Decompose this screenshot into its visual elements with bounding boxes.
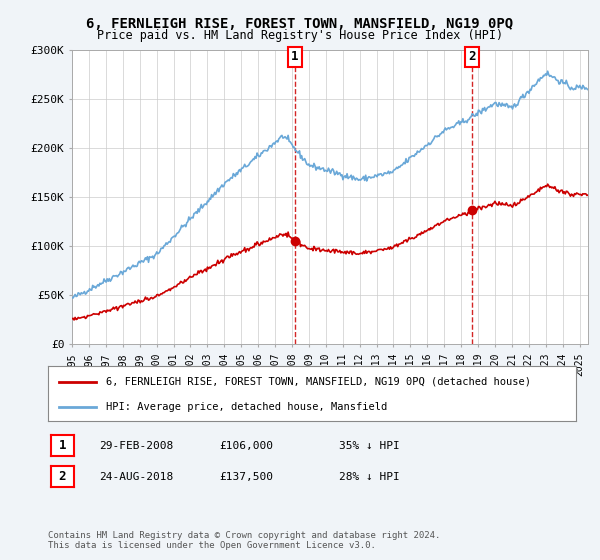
Text: 1: 1 — [59, 439, 66, 452]
Text: 6, FERNLEIGH RISE, FOREST TOWN, MANSFIELD, NG19 0PQ: 6, FERNLEIGH RISE, FOREST TOWN, MANSFIEL… — [86, 17, 514, 31]
Text: 35% ↓ HPI: 35% ↓ HPI — [339, 441, 400, 451]
Text: £106,000: £106,000 — [219, 441, 273, 451]
Text: 2: 2 — [59, 470, 66, 483]
Text: Price paid vs. HM Land Registry's House Price Index (HPI): Price paid vs. HM Land Registry's House … — [97, 29, 503, 42]
Text: 2: 2 — [469, 50, 476, 63]
Text: HPI: Average price, detached house, Mansfield: HPI: Average price, detached house, Mans… — [106, 403, 388, 412]
Text: 29-FEB-2008: 29-FEB-2008 — [99, 441, 173, 451]
Text: 6, FERNLEIGH RISE, FOREST TOWN, MANSFIELD, NG19 0PQ (detached house): 6, FERNLEIGH RISE, FOREST TOWN, MANSFIEL… — [106, 377, 531, 386]
Text: 24-AUG-2018: 24-AUG-2018 — [99, 472, 173, 482]
Text: £137,500: £137,500 — [219, 472, 273, 482]
Text: Contains HM Land Registry data © Crown copyright and database right 2024.
This d: Contains HM Land Registry data © Crown c… — [48, 530, 440, 550]
Text: 1: 1 — [291, 50, 299, 63]
Text: 28% ↓ HPI: 28% ↓ HPI — [339, 472, 400, 482]
